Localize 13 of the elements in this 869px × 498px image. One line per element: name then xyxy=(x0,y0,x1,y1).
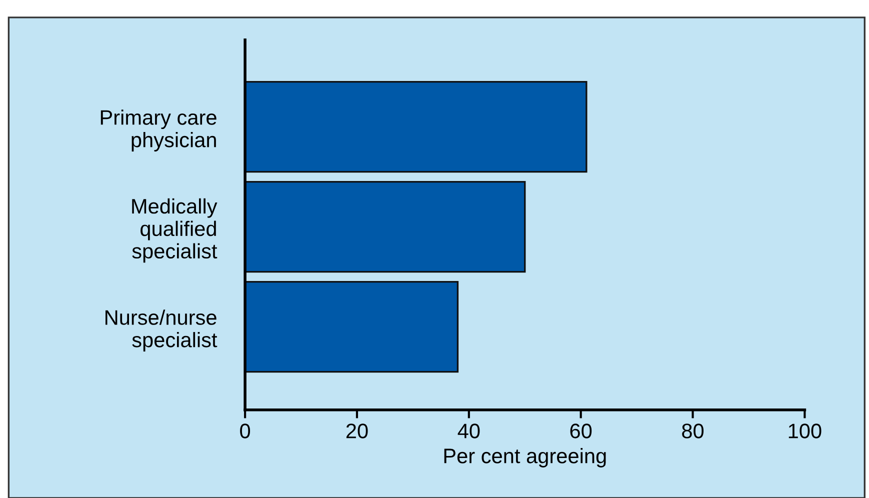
y-tick-label: Medically qualified specialist xyxy=(132,198,218,263)
x-tick-label: 0 xyxy=(240,424,250,438)
x-tick-label: 40 xyxy=(458,424,480,438)
x-tick-label: 20 xyxy=(346,424,368,438)
y-tick-label: Primary care physician xyxy=(100,110,216,152)
bar xyxy=(245,281,459,373)
x-axis-title: Per cent agreeing xyxy=(444,448,606,468)
y-tick-label: Nurse/nurse specialist xyxy=(106,310,218,352)
x-tick-label: 100 xyxy=(788,424,822,438)
x-tick-label: 80 xyxy=(682,424,704,438)
bar xyxy=(245,81,588,173)
x-tick-label: 60 xyxy=(570,424,592,438)
bar xyxy=(245,181,526,273)
